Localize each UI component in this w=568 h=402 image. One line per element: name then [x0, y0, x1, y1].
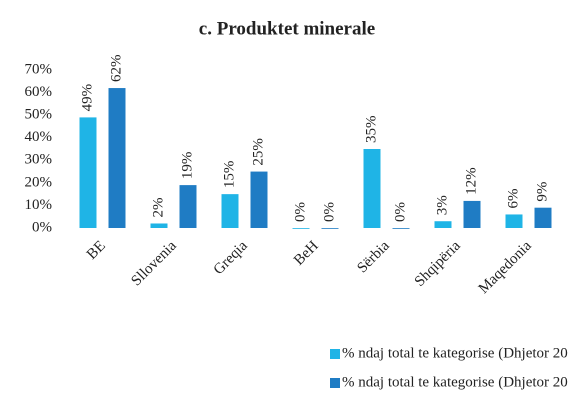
bar	[108, 88, 126, 228]
data-label: 0%	[292, 202, 308, 222]
bar	[505, 214, 523, 228]
y-tick-label: 60%	[25, 84, 53, 100]
y-tick-label: 40%	[25, 129, 53, 145]
data-label: 25%	[250, 138, 266, 166]
legend-label: % ndaj total te kategorise (Dhjetor 2018…	[342, 374, 568, 390]
x-tick-label: Greqia	[211, 238, 251, 278]
bar	[392, 228, 410, 229]
legend-swatch	[330, 378, 340, 388]
x-tick-label: Sllovenia	[128, 238, 180, 290]
data-label: 15%	[221, 161, 237, 189]
y-tick-label: 10%	[25, 197, 53, 213]
y-tick-label: 20%	[25, 174, 53, 190]
y-tick-label: 0%	[32, 219, 52, 235]
x-tick-label: Maqedonia	[476, 238, 535, 297]
bar	[250, 171, 268, 228]
bar	[463, 200, 481, 228]
data-label: 19%	[179, 152, 195, 180]
data-label: 0%	[321, 202, 337, 222]
chart-title: c. Produktet minerale	[199, 18, 375, 39]
data-label: 49%	[79, 84, 95, 112]
bar	[150, 223, 168, 228]
x-tick-label: Shqipëria	[412, 238, 464, 290]
legend-label: % ndaj total te kategorise (Dhjetor 2017…	[342, 345, 568, 361]
bar	[179, 185, 197, 228]
bar	[321, 228, 339, 229]
data-label: 0%	[392, 202, 408, 222]
bar	[534, 207, 552, 228]
data-label: 9%	[534, 182, 550, 202]
x-tick-label: Sërbia	[354, 238, 393, 277]
y-tick-label: 30%	[25, 152, 53, 168]
data-label: 6%	[505, 188, 521, 208]
y-tick-label: 50%	[25, 107, 53, 123]
bar	[434, 221, 452, 228]
bar	[79, 117, 97, 228]
bar	[363, 149, 381, 228]
bar	[292, 228, 310, 229]
x-tick-label: BE	[84, 238, 109, 263]
data-label: 35%	[363, 116, 379, 144]
data-label: 3%	[434, 195, 450, 215]
x-tick-label: BeH	[291, 238, 322, 269]
data-label: 62%	[108, 55, 124, 83]
bar	[221, 194, 239, 228]
data-label: 2%	[150, 197, 166, 217]
data-label: 12%	[463, 167, 479, 195]
legend-swatch	[330, 349, 340, 359]
y-tick-label: 70%	[25, 61, 53, 77]
